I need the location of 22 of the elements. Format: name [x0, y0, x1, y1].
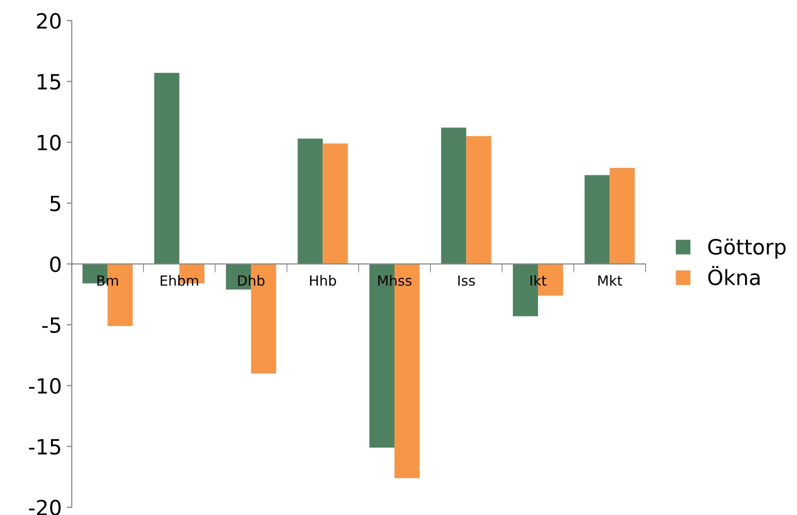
- y-tick-label: -20: [29, 500, 61, 515]
- bar: [154, 72, 180, 264]
- x-tick-label: Hhb: [310, 275, 336, 286]
- bar: [322, 143, 348, 264]
- bar: [610, 168, 635, 264]
- x-tick-label: Ehbm: [160, 275, 198, 286]
- y-tick-label: 15: [38, 74, 60, 90]
- y-tick-label: -15: [29, 439, 60, 455]
- y-tick-label: 20: [37, 13, 61, 29]
- y-tick-label: 5: [50, 196, 60, 212]
- legend-label: Ökna: [708, 266, 760, 286]
- x-tick-label: Mkt: [598, 275, 622, 286]
- bar: [584, 175, 610, 264]
- y-tick-label: -5: [42, 318, 60, 333]
- y-tick-label: 0: [50, 256, 61, 272]
- bar: [466, 136, 492, 264]
- y-tick-label: -10: [29, 378, 61, 394]
- y-tick-label: 10: [38, 134, 61, 150]
- bar: [298, 138, 323, 264]
- bar: [441, 128, 466, 264]
- x-tick-label: Iss: [458, 275, 475, 286]
- legend-label: Göttorp: [708, 238, 786, 259]
